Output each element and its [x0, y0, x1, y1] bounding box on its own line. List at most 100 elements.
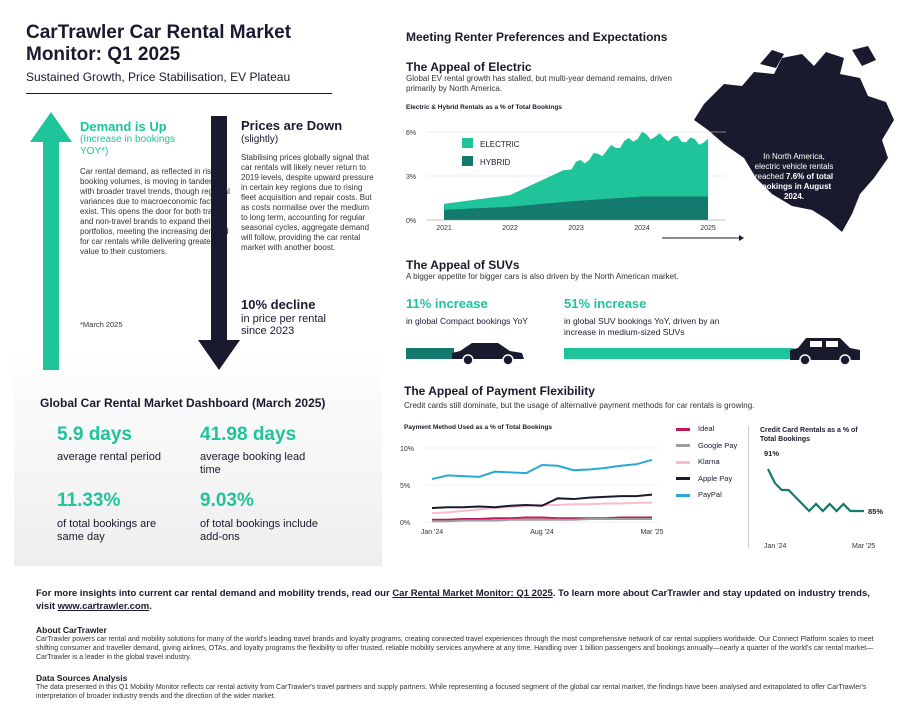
kpi-label: average rental period: [57, 451, 161, 463]
about-body: CarTrawler powers car rental and mobilit…: [36, 636, 874, 661]
legend-item: Google Pay: [676, 441, 746, 458]
legend-swatch: [676, 477, 690, 481]
hybrid-series-area: [444, 196, 708, 220]
payment-description: Credit cards still dominate, but the usa…: [404, 401, 755, 410]
legend-label: PayPal: [698, 490, 722, 499]
suv-growth-bar: [564, 348, 794, 359]
y-tick-label: 0%: [400, 520, 410, 527]
cta-text: . To learn more about CarTrawler and sta…: [36, 588, 870, 612]
legend-swatch: [676, 460, 690, 464]
legend-swatch: [462, 156, 473, 166]
kpi-value: 5.9 days: [57, 424, 132, 445]
electric-title: The Appeal of Electric: [406, 60, 532, 74]
map-callout-text: In North America, electric vehicle renta…: [754, 152, 834, 181]
demand-heading: Demand is Up: [80, 119, 167, 134]
legend-swatch: [676, 444, 690, 448]
cartrawler-website-link[interactable]: www.cartrawler.com: [57, 601, 150, 612]
end-value-label: 85%: [868, 507, 883, 516]
x-tick-label: Aug '24: [530, 529, 554, 536]
price-decline-value: 10% decline: [241, 297, 316, 312]
y-tick-label: 0%: [406, 218, 416, 225]
down-arrow-icon: [198, 116, 240, 370]
dashboard-title: Global Car Rental Market Dashboard (Marc…: [40, 396, 326, 410]
suv-title: The Appeal of SUVs: [406, 258, 520, 272]
legend-label: Klarna: [698, 457, 720, 466]
series-line-google-pay: [432, 518, 652, 523]
suv-increase-value: 51% increase: [564, 296, 647, 311]
prices-subheading: (slightly): [241, 134, 279, 145]
kpi-label: of total bookings are same day: [57, 518, 157, 543]
page-subtitle: Sustained Growth, Price Stabilisation, E…: [26, 70, 291, 84]
kpi-label: of total bookings include add-ons: [200, 518, 319, 543]
map-callout: In North America, electric vehicle renta…: [752, 152, 836, 202]
chart-divider: [748, 426, 749, 548]
title-divider: [26, 93, 332, 94]
suv-increase-label: in global SUV bookings YoY, driven by an…: [564, 316, 720, 337]
payment-title: The Appeal of Payment Flexibility: [404, 384, 595, 398]
credit-card-chart-title: Credit Card Rentals as a % of Total Book…: [760, 427, 858, 443]
x-tick-label: Mar '25: [852, 543, 875, 550]
start-value-label: 91%: [764, 449, 779, 458]
x-tick-label: Mar '25: [640, 529, 663, 536]
legend-swatch: [462, 138, 473, 148]
demand-footnote: *March 2025: [80, 320, 123, 329]
footer-call-to-action: For more insights into current car renta…: [36, 587, 886, 613]
y-tick-label: 10%: [400, 446, 414, 453]
kpi-label: average booking lead time: [200, 451, 306, 476]
ev-hybrid-area-chart: 0% 3% 6% 2021 2022 2023 2024 2025 ELECTRIC HYBRID: [406, 130, 744, 241]
legend-label: HYBRID: [480, 158, 510, 167]
payment-chart-title: Payment Method Used as a % of Total Book…: [404, 424, 552, 431]
demand-body: Car rental demand, as reflected in risin…: [80, 167, 230, 256]
market-monitor-link[interactable]: Car Rental Market Monitor: Q1 2025: [392, 588, 553, 599]
legend-label: Apple Pay: [698, 473, 733, 483]
payment-legend: Ideal Google Pay Klarna Apple Pay PayPal: [676, 424, 746, 507]
y-tick-label: 6%: [406, 130, 416, 137]
legend-item: Ideal: [676, 424, 746, 441]
compact-increase-label: in global Compact bookings YoY: [406, 316, 528, 326]
series-line-apple-pay: [431, 493, 653, 509]
legend-label: ELECTRIC: [480, 140, 520, 149]
series-line-ideal: [432, 516, 652, 521]
x-tick-label: 2022: [502, 225, 518, 232]
suv-description: A bigger appetite for bigger cars is als…: [406, 272, 679, 281]
legend-item: Klarna: [676, 457, 746, 474]
x-tick-label: 2021: [436, 225, 452, 232]
price-decline-label: in price per rental since 2023: [241, 313, 326, 337]
market-overview-panel: [14, 14, 382, 566]
legend-label: Ideal: [698, 424, 715, 433]
legend-label: Google Pay: [698, 440, 738, 450]
trend-arrow-head: [739, 235, 744, 241]
up-arrow-icon: [30, 112, 72, 370]
data-sources-heading: Data Sources Analysis: [36, 673, 128, 683]
suv-icon: [790, 338, 860, 366]
electric-chart-title: Electric & Hybrid Rentals as a % of Tota…: [406, 104, 562, 111]
legend-item: PayPal: [676, 490, 746, 507]
kpi-value: 9.03%: [200, 490, 254, 511]
page-title: CarTrawler Car Rental Market Monitor: Q1…: [26, 22, 292, 65]
x-tick-label: 2024: [634, 225, 650, 232]
prices-heading: Prices are Down: [241, 118, 343, 133]
demand-subheading: (Increase in bookings YOY*): [80, 134, 176, 157]
cta-text: .: [149, 601, 152, 612]
x-tick-label: Jan '24: [421, 529, 443, 536]
cta-text: For more insights into current car renta…: [36, 588, 393, 599]
north-america-map: [694, 46, 894, 232]
credit-card-series-line: [767, 468, 864, 513]
kpi-value: 41.98 days: [200, 424, 297, 445]
preferences-title: Meeting Renter Preferences and Expectati…: [406, 30, 668, 44]
y-tick-label: 3%: [406, 174, 416, 181]
x-tick-label: Jan '24: [764, 543, 786, 550]
data-sources-body: The data presented in this Q1 Mobility M…: [36, 684, 867, 700]
payment-method-line-chart: 0% 5% 10% Jan '24 Aug '24 Mar '25: [400, 446, 664, 536]
legend-item: Apple Pay: [676, 474, 746, 491]
legend-swatch: [676, 493, 690, 497]
y-tick-label: 5%: [400, 483, 410, 490]
credit-card-line-chart: 91% 85% Jan '24 Mar '25: [764, 449, 883, 550]
compact-car-icon: [452, 343, 524, 365]
series-line-paypal: [431, 458, 653, 481]
x-tick-label: 2025: [700, 225, 716, 232]
x-tick-label: 2023: [568, 225, 584, 232]
legend-swatch: [676, 427, 690, 431]
prices-body: Stabilising prices globally signal that …: [241, 153, 374, 252]
electric-description: Global EV rental growth has stalled, but…: [406, 74, 672, 93]
